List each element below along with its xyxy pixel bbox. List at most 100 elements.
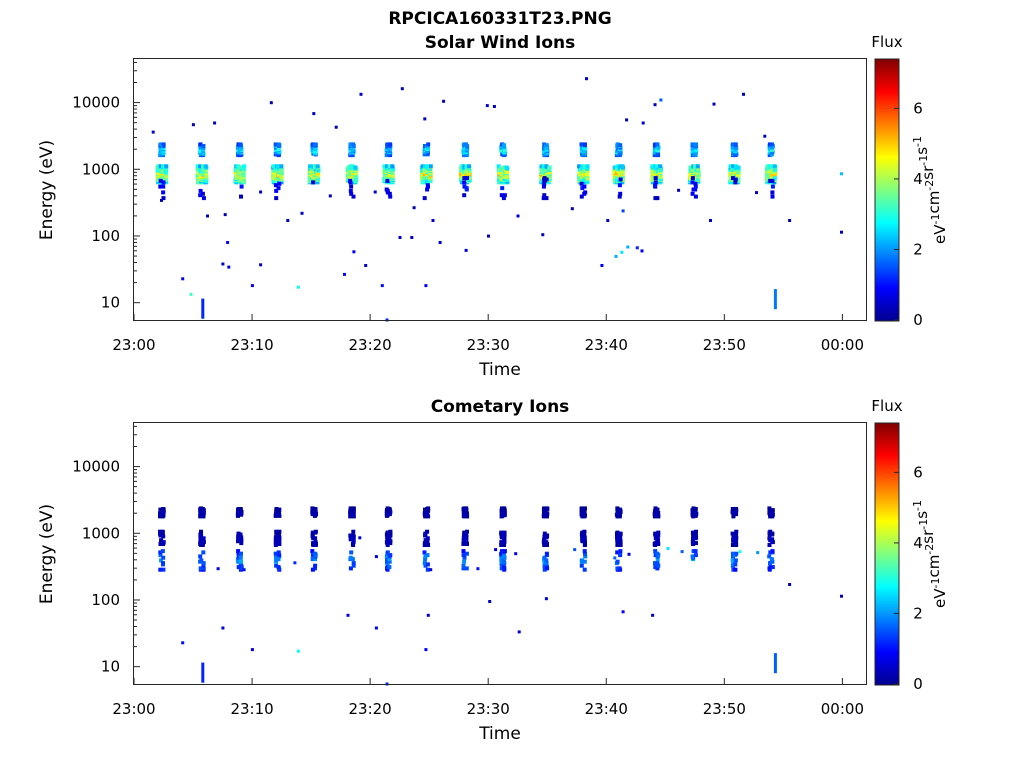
data-cell xyxy=(736,178,741,182)
data-cell xyxy=(583,190,588,195)
data-streak xyxy=(773,289,777,310)
data-cell xyxy=(238,179,243,184)
data-cell xyxy=(423,557,428,562)
data-cell xyxy=(276,142,281,147)
data-cell xyxy=(351,561,356,566)
data-cell xyxy=(544,143,549,148)
data-cell xyxy=(487,234,490,238)
data-cell xyxy=(461,549,466,554)
data-cell xyxy=(279,173,283,178)
y-axis-label: Energy (eV) xyxy=(37,504,57,604)
data-cell xyxy=(733,180,738,185)
data-cell xyxy=(312,112,316,116)
colorbar-tick-label: 6 xyxy=(913,99,923,117)
data-cell xyxy=(770,167,774,172)
data-cell xyxy=(238,562,243,567)
data-cell xyxy=(514,552,518,556)
data-cell xyxy=(767,511,772,515)
data-cell xyxy=(502,543,506,547)
data-cell xyxy=(652,509,657,514)
data-cell xyxy=(695,171,700,176)
data-cell xyxy=(353,165,358,170)
y-axis-label: Energy (eV) xyxy=(37,140,57,240)
y-tick-label: 1000 xyxy=(82,524,120,542)
data-cell xyxy=(730,551,735,556)
data-cell xyxy=(731,536,736,541)
data-cell xyxy=(156,164,161,169)
data-cell xyxy=(768,565,773,570)
x-tick-labels: 23:00 23:10 23:20 23:30 23:40 23:50 00:00 xyxy=(112,700,864,718)
data-cell xyxy=(462,193,467,198)
data-cell xyxy=(201,149,206,154)
data-cell xyxy=(385,535,390,540)
data-cell xyxy=(351,194,356,199)
y-tick-label: 10000 xyxy=(72,94,120,112)
data-cell xyxy=(349,184,354,189)
colorbar-tick-label: 4 xyxy=(913,534,923,552)
colorbar: Flux 0 2 4 6 eV-1cm-2sr-1s-1 xyxy=(871,33,949,329)
data-cell xyxy=(614,254,618,258)
data-cell xyxy=(388,539,393,544)
data-cell xyxy=(615,534,620,539)
data-cell xyxy=(296,285,300,289)
data-cell xyxy=(494,548,498,552)
data-cell xyxy=(223,213,227,217)
data-cell xyxy=(620,174,625,179)
data-cell xyxy=(191,123,195,127)
x-tick-label: 23:20 xyxy=(349,336,392,354)
data-cell xyxy=(772,175,777,180)
data-cell xyxy=(310,506,315,511)
data-cell xyxy=(618,143,623,148)
data-cell xyxy=(277,181,282,186)
data-cell xyxy=(542,555,547,560)
data-cell xyxy=(308,164,313,169)
data-cell xyxy=(351,506,356,511)
data-cell xyxy=(385,550,390,555)
data-cell xyxy=(385,559,389,564)
data-cell xyxy=(499,166,504,171)
data-cell xyxy=(198,193,203,198)
colorbar-tick-label: 6 xyxy=(913,463,923,481)
data-cell xyxy=(769,172,774,177)
data-cell xyxy=(488,600,492,603)
data-cell xyxy=(410,236,414,239)
data-cell xyxy=(464,541,469,546)
data-cell xyxy=(387,557,392,562)
data-cell xyxy=(501,196,506,201)
data-cell xyxy=(350,147,355,152)
data-cell xyxy=(348,566,353,571)
data-cell xyxy=(770,190,775,195)
y-tick-label: 100 xyxy=(91,591,120,609)
data-cell xyxy=(770,184,775,189)
data-cell xyxy=(585,77,588,81)
data-cell xyxy=(412,206,416,210)
data-cell xyxy=(658,164,663,169)
data-cell xyxy=(579,194,584,199)
data-cell xyxy=(236,551,241,556)
data-cell xyxy=(201,563,206,568)
data-cell xyxy=(544,561,549,566)
data-cell xyxy=(348,514,353,519)
data-cell xyxy=(577,170,582,174)
x-tick-label: 23:50 xyxy=(703,336,746,354)
data-cell xyxy=(431,219,435,222)
data-cell xyxy=(600,264,604,267)
data-cell xyxy=(310,557,315,562)
data-cell xyxy=(733,558,738,563)
data-cell xyxy=(579,563,584,568)
data-cell xyxy=(653,180,658,185)
data-cell xyxy=(239,541,244,546)
colorbar-unit: eV-1cm-2sr-1s-1 xyxy=(911,500,949,608)
data-cell xyxy=(199,529,203,534)
data-cell xyxy=(271,179,276,184)
data-cell xyxy=(238,532,243,537)
data-cell xyxy=(160,549,165,554)
data-cell xyxy=(348,555,353,560)
data-cell xyxy=(151,130,155,134)
x-tick-label: 23:10 xyxy=(230,336,273,354)
data-cell xyxy=(461,538,466,543)
data-cell xyxy=(539,164,544,169)
data-cell xyxy=(425,562,430,567)
data-cell xyxy=(465,176,469,181)
axis-ticks xyxy=(133,425,843,684)
